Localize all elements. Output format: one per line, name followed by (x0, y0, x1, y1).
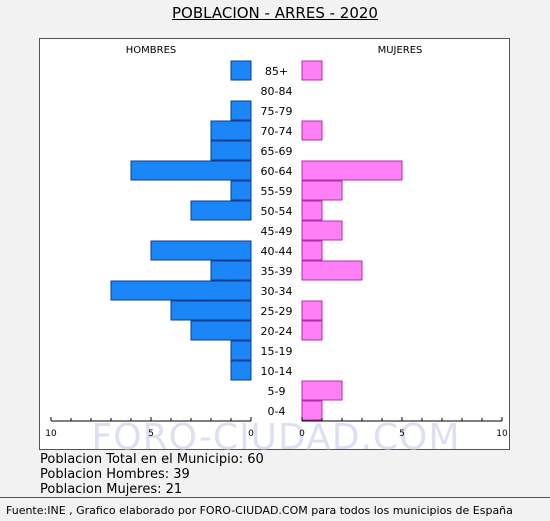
footer-source: Fuente:INE , Grafico elaborado por FORO-… (6, 504, 513, 517)
age-label-80-84: 80-84 (261, 85, 293, 98)
bars-mujeres (301, 60, 403, 421)
bar-hombres-30-34 (110, 280, 252, 301)
chart-frame: FORO-CIUDAD.COM HOMBRES MUJERES 85+ 80-84… (39, 38, 510, 451)
age-label-40-44: 40-44 (261, 245, 293, 258)
bar-mujeres-85+ (301, 60, 323, 81)
age-label-10-14: 10-14 (261, 365, 293, 378)
bar-mujeres-40-44 (301, 240, 323, 261)
age-label-20-24: 20-24 (261, 325, 293, 338)
bar-hombres-50-54 (190, 200, 252, 221)
age-label-70-74: 70-74 (261, 125, 293, 138)
age-labels: 85+ 80-84 75-79 70-74 65-69 60-64 55-59 50-54 45… (261, 65, 293, 418)
bar-mujeres-25-29 (301, 300, 323, 321)
tick-label-right-5: 5 (399, 429, 405, 439)
bar-hombres-55-59 (230, 180, 252, 201)
bar-mujeres-35-39 (301, 260, 363, 281)
x-axis: 10 5 0 0 5 10 (45, 417, 508, 439)
age-label-0-4: 0-4 (268, 405, 286, 418)
population-pyramid: FORO-CIUDAD.COM HOMBRES MUJERES 85+ 80-84… (45, 45, 508, 451)
age-label-15-19: 15-19 (261, 345, 293, 358)
bar-hombres-25-29 (170, 300, 252, 321)
tick-label-left-10: 10 (45, 429, 57, 439)
bar-mujeres-5-9 (301, 380, 343, 401)
bar-hombres-60-64 (130, 160, 252, 181)
bars-hombres (110, 60, 252, 381)
bar-hombres-75-79 (230, 100, 252, 121)
bar-mujeres-55-59 (301, 180, 343, 201)
age-label-45-49: 45-49 (261, 225, 293, 238)
bar-hombres-65-69 (210, 140, 252, 161)
population-summary: Poblacion Total en el Municipio: 60 Pobl… (40, 452, 264, 497)
age-label-60-64: 60-64 (261, 165, 293, 178)
age-label-5-9: 5-9 (268, 385, 286, 398)
age-label-65-69: 65-69 (261, 145, 293, 158)
legend-hombres: HOMBRES (126, 45, 177, 56)
bar-mujeres-0-4 (301, 400, 323, 421)
bar-hombres-20-24 (190, 320, 252, 341)
bar-hombres-10-14 (230, 360, 252, 381)
bar-hombres-70-74 (210, 120, 252, 141)
summary-mujeres: Poblacion Mujeres: 21 (40, 482, 183, 497)
bar-mujeres-50-54 (301, 200, 323, 221)
age-label-75-79: 75-79 (261, 105, 293, 118)
tick-label-left-5: 5 (148, 429, 154, 439)
age-label-55-59: 55-59 (261, 185, 293, 198)
age-label-50-54: 50-54 (261, 205, 293, 218)
bar-mujeres-70-74 (301, 120, 323, 141)
bar-hombres-15-19 (230, 340, 252, 361)
summary-hombres: Poblacion Hombres: 39 (40, 467, 190, 482)
bar-hombres-85+ (230, 60, 252, 81)
bar-hombres-35-39 (210, 260, 252, 281)
age-label-30-34: 30-34 (261, 285, 293, 298)
age-label-25-29: 25-29 (261, 305, 293, 318)
bar-mujeres-60-64 (301, 160, 403, 181)
age-label-35-39: 35-39 (261, 265, 293, 278)
age-label-85+: 85+ (265, 65, 288, 78)
legend-mujeres: MUJERES (378, 45, 423, 56)
bar-mujeres-45-49 (301, 220, 343, 241)
footer: Fuente:INE , Grafico elaborado por FORO-… (0, 497, 550, 521)
bar-mujeres-20-24 (301, 320, 323, 341)
tick-label-left-0: 0 (248, 429, 254, 439)
tick-label-right-10: 10 (496, 429, 508, 439)
summary-total: Poblacion Total en el Municipio: 60 (40, 452, 264, 467)
tick-label-right-0: 0 (299, 429, 305, 439)
chart-title: POBLACION - ARRES - 2020 (172, 4, 378, 22)
bar-hombres-40-44 (150, 240, 252, 261)
watermark: FORO-CIUDAD.COM (92, 417, 461, 451)
